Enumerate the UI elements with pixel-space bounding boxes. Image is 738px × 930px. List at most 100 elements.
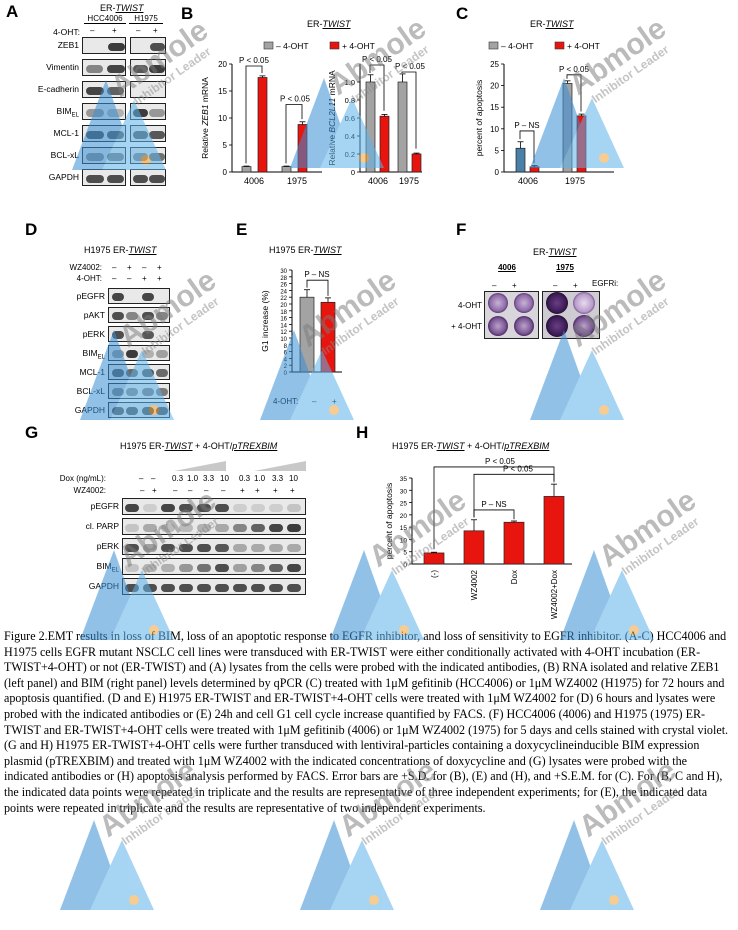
blot-strip bbox=[130, 147, 166, 164]
dox-gradient-wedge-1 bbox=[174, 461, 226, 471]
panel-g-wz-sign: + bbox=[255, 486, 260, 495]
y-tick-label: 25 bbox=[400, 501, 408, 508]
blot-band bbox=[161, 524, 175, 532]
blot-band bbox=[251, 544, 265, 552]
blot-strip bbox=[108, 402, 170, 418]
significance-label: P – NS bbox=[304, 270, 329, 279]
well bbox=[514, 316, 534, 336]
y-tick-label: 15 bbox=[490, 103, 499, 112]
blot-band bbox=[233, 524, 247, 532]
blot-band bbox=[161, 564, 175, 572]
panel-g-wz-sign: – bbox=[221, 486, 226, 495]
y-tick-label: 20 bbox=[280, 303, 287, 309]
panel-d-treatment-sign: + bbox=[142, 274, 147, 283]
significance-bracket bbox=[369, 64, 385, 111]
blot-band bbox=[112, 331, 124, 339]
blot-strip bbox=[108, 307, 170, 323]
panel-g-dox-value: 10 bbox=[289, 474, 298, 483]
blot-band bbox=[126, 388, 138, 396]
y-axis-label-part: mRNA bbox=[327, 70, 337, 98]
blot-row-label-text: ZEB1 bbox=[57, 40, 79, 50]
y-tick-label: 5 bbox=[403, 550, 407, 557]
blot-strip bbox=[122, 538, 306, 555]
blot-band bbox=[197, 564, 211, 572]
blot-band bbox=[112, 407, 124, 415]
blot-row-label: BIMEL bbox=[55, 348, 105, 361]
blot-row-label-text: BIM bbox=[82, 348, 98, 358]
blot-row-label-text: cl. PARP bbox=[85, 521, 119, 531]
y-tick-label: 14 bbox=[280, 323, 287, 329]
legend-label-plus: + 4-OHT bbox=[342, 41, 375, 51]
blot-row-label: pEGFR bbox=[55, 291, 105, 304]
x-tick-label: Dox bbox=[510, 570, 519, 584]
blot-band bbox=[156, 312, 168, 320]
blot-row-label-text: BCL-xL bbox=[76, 386, 105, 396]
blot-band bbox=[149, 131, 165, 139]
panel-g-dox-value: 1.0 bbox=[254, 474, 266, 483]
panel-a-cellline-1: HCC4006 bbox=[84, 14, 126, 24]
x-tick-label: 1975 bbox=[287, 176, 307, 186]
blot-band bbox=[112, 293, 124, 301]
blot-band bbox=[287, 564, 301, 572]
blot-band bbox=[143, 504, 157, 512]
panel-b-zeb1-chart: 0 5 10 15 20 Relative ZEB1 mRNA 4006 1975 P < 0.… bbox=[200, 56, 322, 186]
y-axis-label: Relative ZEB1 mRNA bbox=[200, 77, 210, 159]
blot-band bbox=[156, 369, 168, 377]
well bbox=[488, 293, 508, 313]
blot-band bbox=[86, 65, 103, 73]
legend-label-minus: – 4-OHT bbox=[501, 41, 534, 51]
panel-d-treatment-label: WZ4002: bbox=[69, 263, 102, 272]
y-tick-label: 10 bbox=[490, 125, 499, 134]
blot-band bbox=[149, 153, 165, 161]
blot-row-label-sub: EL bbox=[111, 567, 119, 574]
y-tick-label: 0.2 bbox=[345, 150, 355, 159]
blot-band bbox=[112, 350, 124, 358]
blot-strip bbox=[82, 59, 126, 76]
blot-band bbox=[125, 544, 139, 552]
panel-g-dox-value: 1.0 bbox=[187, 474, 199, 483]
bar bbox=[320, 301, 336, 373]
blot-row-label-text: pAKT bbox=[83, 310, 105, 320]
y-tick-label: 12 bbox=[280, 330, 287, 336]
panel-g-title: H1975 ER-TWIST + 4-OHT/pTREXBIM bbox=[120, 441, 278, 451]
y-axis-label-part: G bbox=[260, 345, 270, 352]
blot-strip bbox=[108, 288, 170, 304]
panel-g-dox-value: – bbox=[139, 474, 144, 483]
blot-band bbox=[107, 175, 124, 183]
blot-row-label-text: MCL-1 bbox=[79, 367, 105, 377]
blot-band bbox=[143, 564, 157, 572]
y-tick-label: 10 bbox=[218, 114, 227, 123]
well bbox=[546, 292, 568, 314]
blot-row-label-text: BCL-xL bbox=[50, 150, 79, 160]
y-axis-label-part: mRNA bbox=[200, 77, 210, 105]
y-axis-label-part: BCL2L11 bbox=[327, 97, 337, 132]
panel-b-bim-chart: 0 0.2 0.4 0.6 0.8 1.0 Relative BCL2L11 mRNA 400… bbox=[327, 55, 425, 186]
x-tick-label: 1975 bbox=[399, 176, 419, 186]
watermark-logo-icon: Abmole Inhibitor Leader bbox=[560, 484, 702, 640]
blot-row-label-sub: EL bbox=[71, 112, 79, 119]
blot-row-label: GAPDH bbox=[59, 581, 119, 594]
blot-band bbox=[233, 544, 247, 552]
y-tick-label: 0 bbox=[351, 168, 355, 177]
blot-row-label-text: GAPDH bbox=[48, 172, 79, 182]
bar bbox=[463, 530, 485, 565]
blot-band bbox=[150, 43, 165, 51]
y-tick-label: 0 bbox=[223, 168, 228, 177]
blot-band bbox=[156, 388, 168, 396]
panel-a-cellline-2: H1975 bbox=[129, 14, 163, 24]
blot-band bbox=[107, 131, 124, 139]
panel-label-a: A bbox=[6, 2, 19, 21]
blot-band bbox=[126, 312, 138, 320]
panel-f-cellline-1: 4006 bbox=[498, 263, 516, 272]
blot-band bbox=[143, 544, 157, 552]
blot-row-label-text: BIM bbox=[96, 561, 112, 571]
panel-g-dox-value: 10 bbox=[220, 474, 229, 483]
blot-band bbox=[197, 504, 211, 512]
significance-bracket bbox=[401, 71, 417, 149]
panel-g-wz-sign: + bbox=[240, 486, 245, 495]
blot-band bbox=[133, 153, 148, 161]
blot-band bbox=[197, 584, 211, 592]
panel-c-title: ER-TWIST bbox=[530, 19, 574, 29]
blot-band bbox=[251, 504, 265, 512]
blot-row-label-text: Vimentin bbox=[46, 62, 79, 72]
